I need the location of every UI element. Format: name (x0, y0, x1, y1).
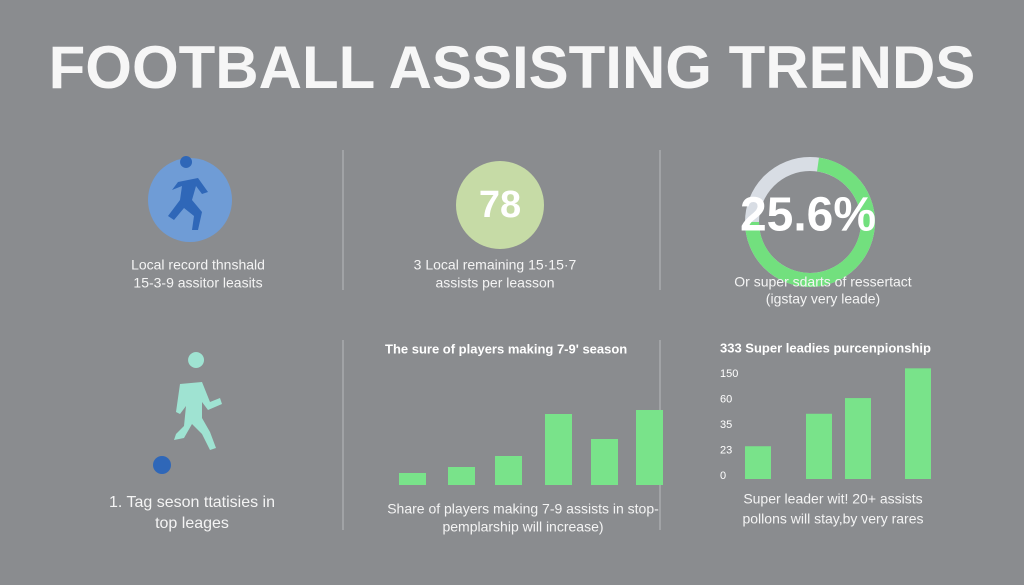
y-tick-label: 23 (720, 444, 732, 456)
chart-title: The sure of players making 7-9' season (385, 341, 627, 356)
caption: top leages (155, 515, 229, 532)
caption: 3 Local remaining 15·15·7 (414, 257, 577, 273)
chart-title: 333 Super leadies purcenpionship (720, 340, 931, 355)
bar (636, 410, 663, 485)
player-icon (174, 352, 222, 450)
player-icon (168, 156, 208, 230)
bar (591, 439, 618, 485)
bar (545, 414, 572, 485)
bar (448, 467, 475, 485)
stat-value: 25.6% (740, 189, 876, 242)
caption: Share of players making 7-9 assists in s… (387, 501, 659, 517)
bar (905, 368, 931, 479)
y-tick-label: 35 (720, 419, 732, 431)
caption: 1. Tag seson ttatisies in (109, 494, 275, 511)
ball-icon (153, 456, 171, 474)
bar (806, 413, 832, 479)
caption: Local record thnshald (131, 257, 265, 273)
y-tick-label: 150 (720, 368, 738, 380)
caption: pemplarship will increase) (442, 519, 603, 535)
y-tick-label: 0 (720, 470, 726, 482)
bar (745, 446, 771, 479)
bar (845, 398, 871, 479)
caption: (igstay very leade) (766, 291, 880, 307)
stat-circle (456, 161, 544, 249)
caption: assists per leasson (435, 275, 554, 291)
bar (495, 456, 522, 485)
title: FOOTBALL ASSISTING TRENDS (49, 34, 976, 101)
caption: Super leader wit! 20+ assists (743, 491, 922, 507)
caption: pollons will stay,by very rares (742, 511, 923, 527)
ring-arc (745, 157, 875, 287)
bar (399, 473, 426, 485)
stat-value: 78 (479, 184, 521, 226)
caption: Or super sdarts of ressertact (734, 274, 912, 290)
y-tick-label: 60 (720, 393, 732, 405)
caption: 15-3-9 assitor leasits (133, 275, 262, 291)
